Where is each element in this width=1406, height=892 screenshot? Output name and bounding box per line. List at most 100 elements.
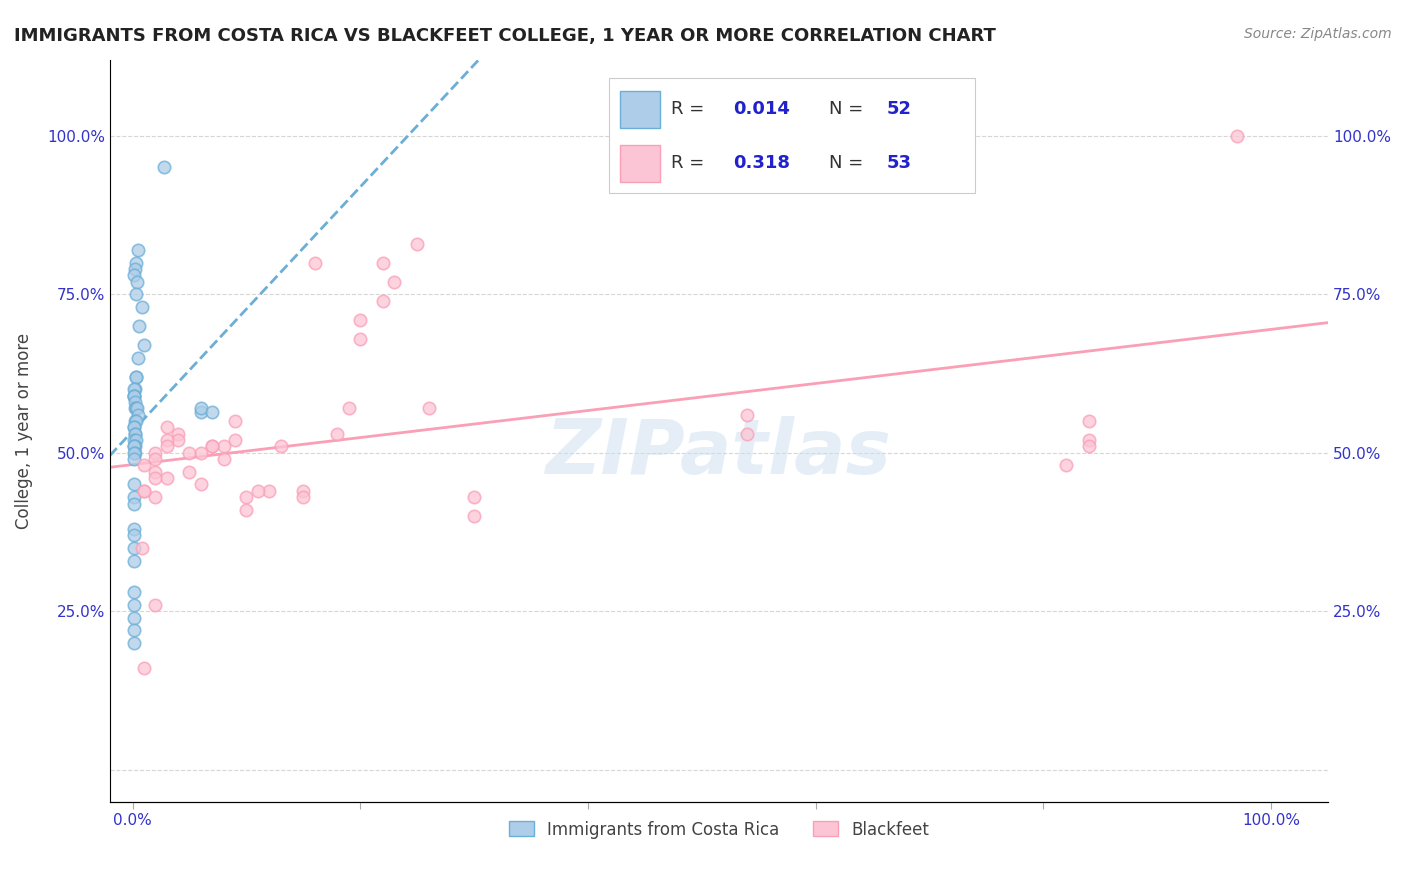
Point [463, 490, 485, 504]
Point [131, 300, 153, 314]
Point [143, 471, 166, 485]
Point [125, 275, 148, 289]
Point [132, 338, 155, 352]
Point [1078, 433, 1101, 447]
Point [1078, 414, 1101, 428]
Point [125, 414, 148, 428]
Point [143, 490, 166, 504]
Point [737, 426, 759, 441]
Point [125, 369, 148, 384]
Point [122, 420, 145, 434]
Point [190, 446, 212, 460]
Point [124, 383, 146, 397]
Point [122, 490, 145, 504]
Point [125, 255, 148, 269]
Point [326, 426, 349, 441]
Point [371, 255, 394, 269]
Point [122, 420, 145, 434]
Text: Source: ZipAtlas.com: Source: ZipAtlas.com [1244, 27, 1392, 41]
Point [122, 598, 145, 612]
Point [132, 483, 155, 498]
Point [224, 414, 246, 428]
Point [128, 318, 150, 333]
Y-axis label: College, 1 year or more: College, 1 year or more [15, 333, 32, 529]
Point [122, 496, 145, 510]
Point [124, 401, 146, 416]
Point [384, 275, 406, 289]
Point [371, 293, 394, 308]
Point [463, 509, 485, 524]
Point [190, 401, 212, 416]
Point [143, 465, 166, 479]
Point [132, 661, 155, 675]
Point [156, 439, 179, 453]
Point [201, 439, 224, 453]
Point [201, 404, 224, 418]
Legend: Immigrants from Costa Rica, Blackfeet: Immigrants from Costa Rica, Blackfeet [502, 814, 935, 846]
Point [349, 332, 371, 346]
Point [122, 383, 145, 397]
Point [212, 452, 235, 467]
Point [406, 236, 429, 251]
Point [153, 161, 176, 175]
Point [122, 522, 145, 536]
Text: ZIPatlas: ZIPatlas [546, 416, 891, 490]
Point [337, 401, 360, 416]
Point [127, 408, 149, 422]
Point [179, 446, 201, 460]
Text: IMMIGRANTS FROM COSTA RICA VS BLACKFEET COLLEGE, 1 YEAR OR MORE CORRELATION CHAR: IMMIGRANTS FROM COSTA RICA VS BLACKFEET … [14, 27, 995, 45]
Point [124, 426, 146, 441]
Point [124, 426, 146, 441]
Point [125, 433, 148, 447]
Point [1226, 128, 1249, 143]
Point [190, 404, 212, 418]
Point [125, 401, 148, 416]
Point [167, 426, 190, 441]
Point [132, 483, 155, 498]
Point [235, 503, 257, 517]
Point [292, 490, 315, 504]
Point [122, 624, 145, 638]
Point [156, 471, 179, 485]
Point [246, 483, 269, 498]
Point [292, 483, 315, 498]
Point [122, 541, 145, 555]
Point [122, 439, 145, 453]
Point [418, 401, 440, 416]
Point [124, 395, 146, 409]
Point [122, 452, 145, 467]
Point [125, 369, 148, 384]
Point [125, 287, 148, 301]
Point [122, 528, 145, 542]
Point [143, 446, 166, 460]
Point [349, 312, 371, 326]
Point [122, 389, 145, 403]
Point [235, 490, 257, 504]
Point [179, 465, 201, 479]
Point [1078, 439, 1101, 453]
Point [270, 439, 292, 453]
Point [125, 401, 148, 416]
Point [124, 446, 146, 460]
Point [132, 458, 155, 473]
Point [156, 433, 179, 447]
Point [304, 255, 326, 269]
Point [122, 439, 145, 453]
Point [143, 598, 166, 612]
Point [224, 433, 246, 447]
Point [257, 483, 280, 498]
Point [131, 541, 153, 555]
Point [156, 420, 179, 434]
Point [122, 636, 145, 650]
Point [122, 446, 145, 460]
Point [122, 553, 145, 567]
Point [201, 439, 224, 453]
Point [122, 610, 145, 624]
Point [122, 389, 145, 403]
Point [737, 408, 759, 422]
Point [124, 414, 146, 428]
Point [122, 268, 145, 283]
Point [127, 351, 149, 365]
Point [1054, 458, 1077, 473]
Point [167, 433, 190, 447]
